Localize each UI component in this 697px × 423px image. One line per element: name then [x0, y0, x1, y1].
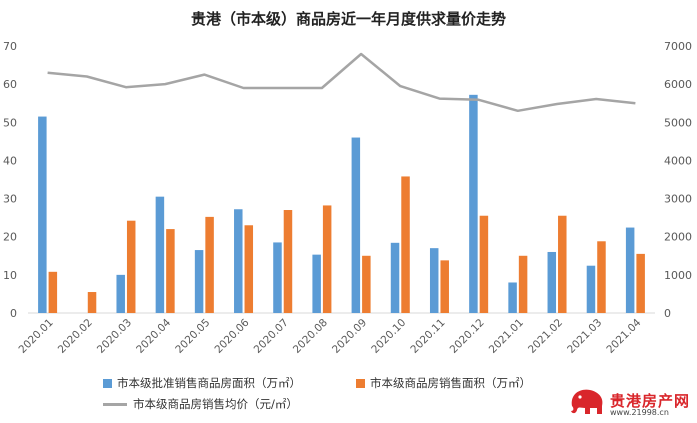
y-right-tick-label: 5000: [664, 116, 692, 129]
bar-approved-area: [586, 265, 596, 313]
y-right-tick-label: 6000: [664, 78, 692, 91]
y-left-tick-label: 0: [10, 307, 17, 320]
bar-approved-area: [312, 254, 321, 313]
legend-item-approved-area: 市本级批准销售商品房面积（万㎡）: [103, 375, 301, 391]
y-left-tick-label: 30: [3, 193, 17, 206]
line-avg-price: [47, 52, 636, 113]
legend-label-price: 市本级商品房销售均价（元/㎡）: [133, 397, 298, 411]
y-right-tick-label: 4000: [664, 154, 692, 167]
bar-approved-area: [155, 196, 165, 313]
x-tick-label: 2020.01: [17, 317, 56, 356]
legend-swatch-approved: [103, 378, 112, 388]
x-tick-label: 2020.11: [408, 317, 447, 356]
x-tick-label: 2020.06: [212, 316, 251, 355]
x-tick-label: 2020.12: [448, 317, 487, 356]
bar-approved-area: [194, 250, 204, 313]
y-left-tick-label: 60: [3, 78, 17, 91]
bar-sold-area: [126, 220, 136, 313]
y-right-tick-label: 1000: [664, 269, 692, 282]
y-left-tick-label: 40: [3, 154, 17, 167]
bar-approved-area: [469, 94, 478, 313]
y-right-tick-label: 2000: [664, 231, 692, 244]
bar-approved-area: [116, 274, 125, 313]
x-tick-label: 2020.05: [173, 317, 212, 356]
legend-swatch-sold: [356, 378, 365, 388]
bar-approved-area: [625, 227, 635, 313]
chart-title: 贵港（市本级）商品房近一年月度供求量价走势: [190, 10, 506, 28]
bar-sold-area: [283, 210, 293, 313]
legend-label-approved: 市本级批准销售商品房面积（万㎡）: [117, 376, 301, 390]
bar-approved-area: [38, 116, 47, 313]
x-tick-label: 2020.08: [291, 317, 330, 356]
x-tick-label: 2020.10: [369, 317, 408, 356]
bar-approved-area: [273, 242, 282, 313]
bar-sold-area: [440, 260, 449, 313]
bar-approved-area: [429, 248, 439, 313]
bar-sold-area: [479, 215, 489, 313]
x-tick-label: 2020.02: [56, 317, 95, 356]
bar-sold-area: [48, 271, 58, 313]
bar-approved-area: [508, 282, 517, 313]
bar-approved-area: [547, 251, 557, 313]
bar-sold-area: [322, 205, 332, 313]
bar-sold-area: [518, 255, 528, 313]
legend-item-sold-area: 市本级商品房销售面积（万㎡）: [356, 375, 531, 391]
y-right-tick-label: 0: [664, 307, 671, 320]
site-logo: 贵港房产网 www.21998.cn: [566, 384, 694, 420]
bar-sold-area: [362, 255, 371, 313]
bar-sold-area: [597, 241, 606, 313]
bar-sold-area: [558, 215, 567, 313]
legend-swatch-price: [103, 402, 127, 406]
bar-approved-area: [390, 242, 400, 313]
logo-brand-text: 贵港房产网: [610, 392, 691, 410]
x-tick-label: 2020.04: [134, 316, 173, 355]
x-tick-label: 2020.09: [330, 317, 369, 356]
elephant-logo-icon: [571, 389, 603, 414]
y-right-tick-label: 3000: [664, 193, 692, 206]
bar-sold-area: [87, 292, 97, 313]
bar-sold-area: [244, 225, 254, 313]
x-tick-label: 2021.01: [487, 317, 526, 356]
logo-url-text: www.21998.cn: [610, 408, 669, 417]
bar-sold-area: [636, 253, 645, 313]
x-tick-label: 2020.03: [95, 317, 134, 356]
x-tick-label: 2021.02: [526, 317, 565, 356]
y-right-tick-label: 7000: [664, 40, 692, 53]
legend-label-sold: 市本级商品房销售面积（万㎡）: [370, 376, 531, 390]
x-tick-label: 2020.07: [252, 317, 291, 356]
bar-sold-area: [205, 216, 214, 313]
x-tick-label: 2021.04: [604, 316, 643, 355]
x-tick-label: 2021.03: [565, 317, 604, 356]
bar-sold-area: [401, 176, 410, 313]
bar-approved-area: [234, 209, 243, 313]
y-left-tick-label: 20: [3, 231, 17, 244]
bar-approved-area: [351, 137, 361, 313]
y-left-tick-label: 50: [3, 116, 17, 129]
bar-sold-area: [166, 229, 175, 313]
y-left-tick-label: 70: [3, 40, 17, 53]
y-left-tick-label: 10: [3, 269, 17, 282]
legend-item-avg-price: 市本级商品房销售均价（元/㎡）: [103, 396, 298, 412]
